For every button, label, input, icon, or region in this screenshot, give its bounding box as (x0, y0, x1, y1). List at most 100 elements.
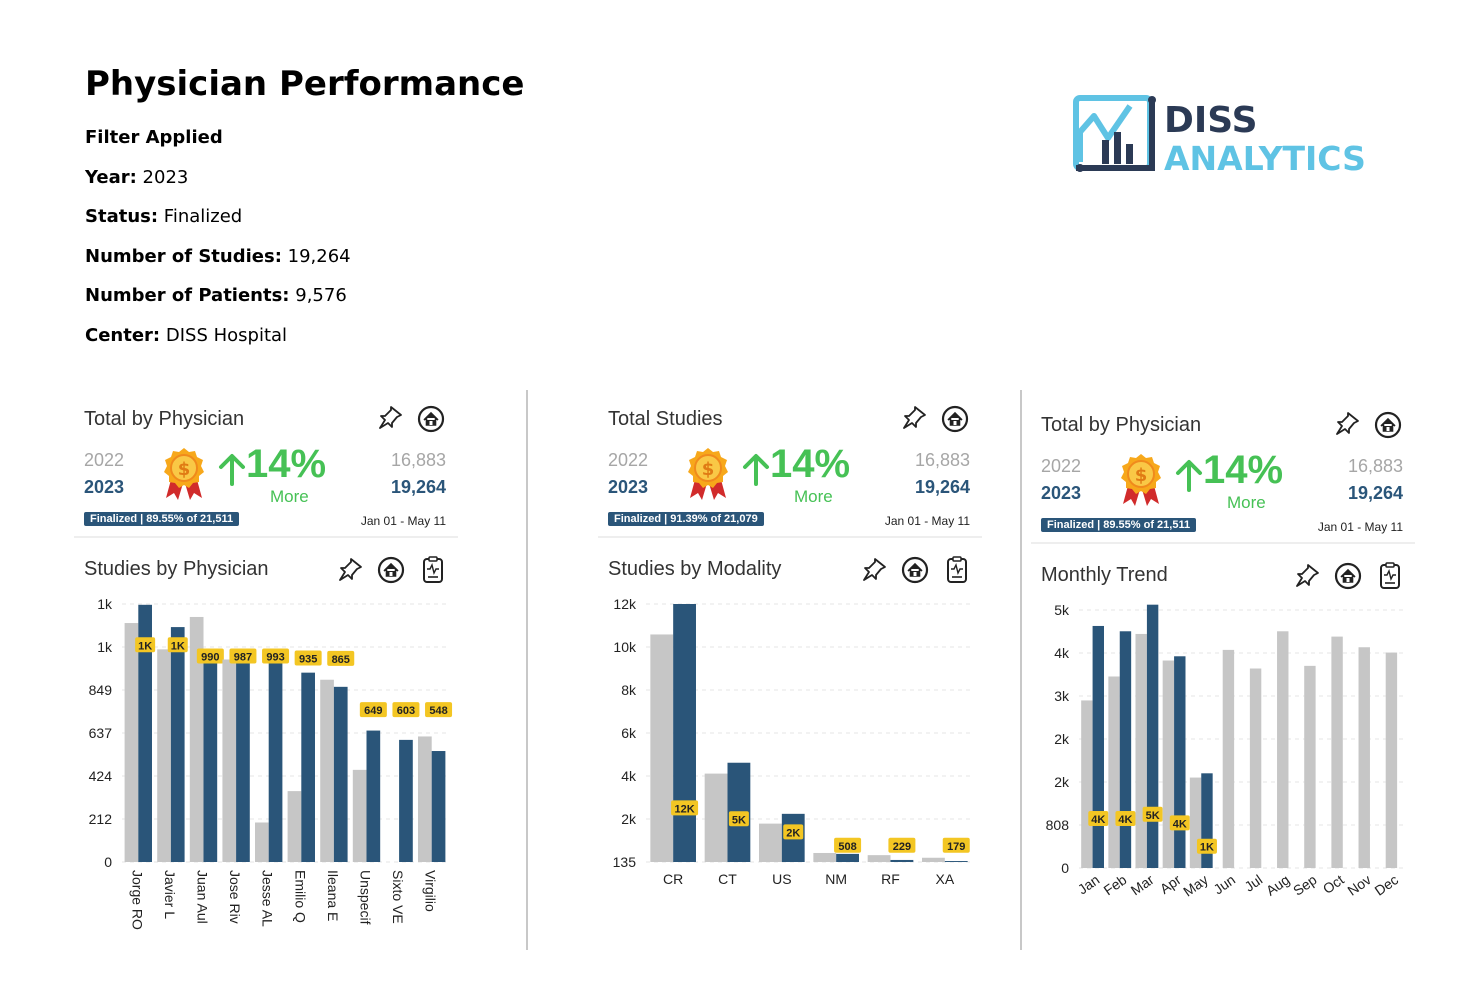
bar-prior-Mar[interactable] (1135, 633, 1147, 868)
x-tick-label: Feb (1101, 871, 1130, 898)
bar-current-May[interactable] (1201, 773, 1213, 868)
more-link[interactable]: More (794, 487, 833, 506)
bar-current-Jose Riv[interactable] (236, 662, 250, 862)
pin-icon[interactable] (336, 556, 364, 587)
x-tick-label: May (1180, 871, 1211, 899)
bar-current-Jorge RO[interactable] (138, 604, 152, 862)
chart-title: Studies by Modality (608, 558, 782, 580)
bar-prior-Aug[interactable] (1277, 631, 1289, 868)
bar-current-Emilio Q[interactable] (301, 672, 315, 862)
bar-current-Juan Aul[interactable] (203, 661, 218, 862)
bar-prior-Jorge RO[interactable] (124, 623, 139, 862)
kpi-year-curr: 2023 (608, 477, 649, 497)
bar-prior-Javier L[interactable] (157, 649, 171, 862)
kpi-value-prev: 16,883 (390, 450, 446, 470)
bar-current-XA[interactable] (944, 861, 968, 862)
y-tick-label: 1k (97, 639, 113, 655)
bar-current-Sixto VE[interactable] (399, 739, 413, 862)
bar-prior-Jun[interactable] (1222, 649, 1235, 868)
bar-prior-Jul[interactable] (1249, 668, 1262, 868)
bar-prior-Feb[interactable] (1108, 676, 1120, 868)
panel-divider (526, 390, 528, 950)
kpi-title: Total by Physician (1041, 414, 1202, 436)
bar-prior-RF[interactable] (867, 855, 891, 862)
y-tick-label: 2k (1054, 774, 1070, 790)
data-label: 4K (1091, 814, 1105, 826)
bar-current-Virgilio[interactable] (431, 751, 446, 862)
data-label-box (942, 837, 970, 853)
filter-status: Status: Finalized (85, 206, 243, 227)
bar-current-Feb[interactable] (1119, 631, 1132, 868)
bar-prior-Sep[interactable] (1304, 665, 1316, 868)
bar-prior-Apr[interactable] (1162, 660, 1175, 868)
bar-current-NM[interactable] (836, 853, 859, 862)
x-tick-label: Virgilio (423, 870, 439, 912)
bar-current-Unspecif[interactable] (366, 730, 381, 862)
pin-icon[interactable] (900, 404, 928, 435)
bar-prior-CR[interactable] (650, 634, 674, 862)
date-range: Jan 01 - May 11 (1317, 520, 1403, 534)
data-label: 12K (674, 803, 694, 815)
home-icon[interactable] (417, 405, 445, 438)
bar-current-Apr[interactable] (1174, 656, 1186, 868)
home-icon[interactable] (901, 556, 929, 589)
y-tick-label: 12k (613, 596, 637, 612)
bar-prior-US[interactable] (759, 823, 782, 862)
data-label: 603 (397, 705, 415, 717)
bar-prior-Virgilio[interactable] (418, 736, 432, 862)
bar-prior-Nov[interactable] (1358, 647, 1370, 868)
home-icon[interactable] (1334, 562, 1362, 595)
bar-prior-Unspecif[interactable] (352, 769, 367, 862)
bar-prior-Juan Aul[interactable] (189, 616, 204, 862)
bar-prior-Ileana E[interactable] (320, 679, 334, 862)
logo-text-diss: DISS (1164, 100, 1258, 141)
bar-current-RF[interactable] (890, 859, 914, 862)
home-icon[interactable] (377, 556, 405, 589)
y-tick-label: 6k (621, 725, 637, 741)
home-icon[interactable] (1374, 411, 1402, 444)
x-tick-label: Unspecif (358, 870, 374, 925)
report-icon[interactable] (1379, 562, 1401, 595)
x-tick-label: CT (718, 871, 737, 887)
bar-prior-CT[interactable] (704, 773, 728, 862)
kpi-card: Total by Physician 2022 2023 $ 14% More … (74, 390, 458, 538)
data-label: 229 (893, 841, 911, 853)
pin-icon[interactable] (1333, 410, 1361, 441)
bar-prior-Jesse AL[interactable] (255, 822, 269, 862)
bar-current-Jan[interactable] (1092, 625, 1104, 868)
bar-current-Javier L[interactable] (170, 627, 185, 862)
x-tick-label: Jose Riv (227, 870, 243, 924)
pin-icon[interactable] (860, 556, 888, 587)
data-label-box (196, 648, 224, 664)
bar-prior-NM[interactable] (813, 852, 837, 862)
home-icon[interactable] (941, 405, 969, 438)
bar-prior-XA[interactable] (922, 857, 945, 862)
more-link[interactable]: More (1227, 493, 1266, 512)
report-icon[interactable] (946, 556, 968, 589)
data-label: 649 (364, 705, 382, 717)
bar-prior-Dec[interactable] (1385, 652, 1398, 868)
bar-current-CR[interactable] (673, 604, 696, 862)
filter-number-of-patients: Number of Patients: 9,576 (85, 285, 347, 306)
bar-prior-Jose Riv[interactable] (222, 659, 237, 862)
bar-prior-May[interactable] (1189, 777, 1202, 868)
data-label-box (783, 824, 804, 840)
bar-prior-Jan[interactable] (1081, 700, 1093, 868)
bar-prior-Emilio Q[interactable] (287, 791, 302, 862)
more-link[interactable]: More (270, 487, 309, 506)
pin-icon[interactable] (1293, 562, 1321, 593)
x-tick-label: Jorge RO (129, 870, 145, 930)
kpi-change-percent: 14% (1203, 448, 1284, 492)
bar-current-Jesse AL[interactable] (268, 660, 283, 862)
bar-current-Ileana E[interactable] (333, 686, 348, 862)
filter-summary: Filter Applied Year: 2023 Status: Finali… (85, 126, 351, 363)
chart-title: Studies by Physician (84, 558, 269, 580)
data-label-box (392, 702, 420, 718)
pin-icon[interactable] (376, 404, 404, 435)
y-tick-label: 135 (613, 854, 637, 870)
y-tick-label: 8k (621, 682, 637, 698)
bar-prior-Oct[interactable] (1331, 636, 1343, 868)
report-icon[interactable] (422, 556, 444, 589)
bar-current-Mar[interactable] (1146, 604, 1159, 868)
svg-text:$: $ (178, 459, 191, 480)
